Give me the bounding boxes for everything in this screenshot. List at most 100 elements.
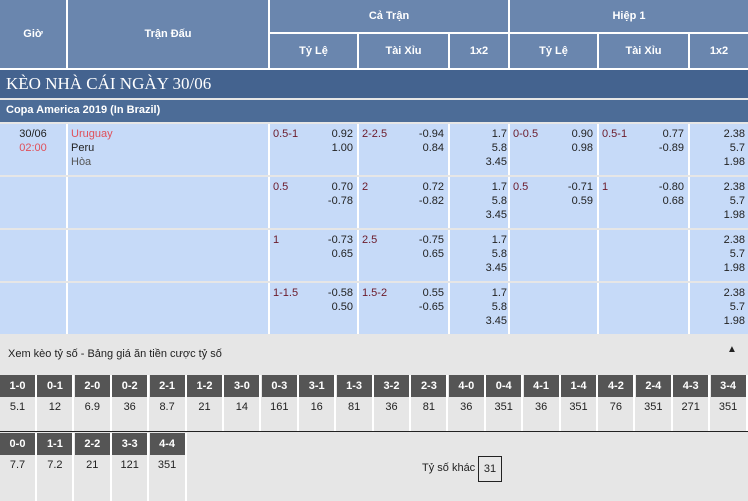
score-cell[interactable]: 0-2 36 <box>112 375 150 431</box>
odds-row: 0.5 0.70 -0.78 2 0.72 -0.82 0.5 -0.71 0.59 1 -0.80… <box>0 177 748 228</box>
1x2-value[interactable]: 2.38 <box>723 181 745 193</box>
score-cell[interactable]: 1-0 5.1 <box>0 375 37 431</box>
1x2-value[interactable]: 3.45 <box>485 262 507 274</box>
odds-value[interactable]: -0.75 <box>418 234 444 246</box>
line-value: 0.5-1 <box>273 128 299 140</box>
score-odds: 161 <box>270 401 289 413</box>
score-cell[interactable]: 1-4 351 <box>561 375 598 431</box>
score-cell[interactable]: 1-3 81 <box>336 375 374 431</box>
1x2-value[interactable]: 3.45 <box>485 315 507 327</box>
odds-value[interactable]: 1.00 <box>331 142 353 154</box>
score-cell[interactable]: 3-3 121 <box>112 433 150 501</box>
league-title[interactable]: Copa America 2019 (In Brazil) <box>0 100 748 122</box>
odds-value[interactable]: -0.71 <box>567 181 593 193</box>
score-label: 0-2 <box>112 375 148 397</box>
line-value: 0-0.5 <box>513 128 539 140</box>
1x2-value[interactable]: 5.7 <box>729 248 745 260</box>
home-team[interactable]: Uruguay <box>71 128 113 140</box>
score-cell[interactable]: 2-1 8.7 <box>149 375 187 431</box>
odds-value[interactable]: 0.84 <box>422 142 444 154</box>
odds-value[interactable]: 0.77 <box>662 128 684 140</box>
score-cell[interactable]: 0-1 12 <box>37 375 75 431</box>
score-cell[interactable]: 2-0 6.9 <box>74 375 112 431</box>
odds-value[interactable]: 0.65 <box>331 248 353 260</box>
odds-value[interactable]: 0.70 <box>331 181 353 193</box>
odds-value[interactable]: -0.80 <box>658 181 684 193</box>
score-cell[interactable]: 1-2 21 <box>187 375 224 431</box>
line-value: 1 <box>602 181 609 193</box>
1x2-value[interactable]: 1.7 <box>491 287 507 299</box>
score-cell[interactable]: 4-4 351 <box>149 433 187 501</box>
score-cell[interactable]: 0-0 7.7 <box>0 433 37 501</box>
1x2-value[interactable]: 5.8 <box>491 142 507 154</box>
odds-value[interactable]: -0.94 <box>418 128 444 140</box>
odds-cell <box>599 230 690 281</box>
line-value: 1 <box>273 234 280 246</box>
away-team[interactable]: Peru <box>71 142 95 154</box>
1x2-value[interactable]: 5.7 <box>729 195 745 207</box>
odds-value[interactable]: 0.55 <box>422 287 444 299</box>
collapse-arrow-icon[interactable]: ▲ <box>727 344 737 355</box>
odds-value[interactable]: 0.98 <box>571 142 593 154</box>
score-cell[interactable]: 4-2 76 <box>598 375 636 431</box>
score-section-title[interactable]: Xem kèo tỷ số - Bảng giá ăn tiền cược tỷ… <box>8 348 222 360</box>
1x2-value[interactable]: 1.98 <box>723 156 745 168</box>
odds-value[interactable]: 0.90 <box>571 128 593 140</box>
odds-cell <box>690 230 748 281</box>
score-cell[interactable]: 2-4 351 <box>635 375 673 431</box>
1x2-value[interactable]: 1.98 <box>723 315 745 327</box>
1x2-value[interactable]: 1.7 <box>491 234 507 246</box>
score-cell[interactable]: 0-4 351 <box>486 375 524 431</box>
odds-value[interactable]: 0.68 <box>662 195 684 207</box>
1x2-value[interactable]: 1.98 <box>723 262 745 274</box>
score-odds: 351 <box>644 401 663 413</box>
score-cell[interactable]: 2-3 81 <box>411 375 449 431</box>
odds-cell <box>359 283 450 334</box>
1x2-value[interactable]: 5.8 <box>491 248 507 260</box>
draw-label: Hòa <box>71 156 92 168</box>
1x2-value[interactable]: 3.45 <box>485 209 507 221</box>
odds-value[interactable]: -0.58 <box>327 287 353 299</box>
score-label: 2-3 <box>411 375 447 397</box>
1x2-value[interactable]: 2.38 <box>723 234 745 246</box>
odds-value[interactable]: 0.65 <box>422 248 444 260</box>
score-cell[interactable]: 3-2 36 <box>374 375 411 431</box>
score-odds: 7.7 <box>9 459 26 471</box>
1x2-value[interactable]: 1.98 <box>723 209 745 221</box>
odds-value[interactable]: 0.59 <box>571 195 593 207</box>
score-cell[interactable]: 2-2 21 <box>74 433 112 501</box>
col-hiep1: Hiệp 1 <box>510 0 748 34</box>
score-odds: 36 <box>460 401 473 413</box>
odds-value[interactable]: -0.73 <box>327 234 353 246</box>
score-odds: 351 <box>494 401 513 413</box>
1x2-value[interactable]: 1.7 <box>491 181 507 193</box>
score-cell[interactable]: 3-0 14 <box>224 375 262 431</box>
score-label: 4-1 <box>523 375 559 397</box>
1x2-value[interactable]: 5.7 <box>729 301 745 313</box>
score-cell[interactable]: 1-1 7.2 <box>37 433 75 501</box>
col-gio: Giờ <box>0 0 68 70</box>
odds-value[interactable]: 0.50 <box>331 301 353 313</box>
score-label: 3-1 <box>299 375 335 397</box>
odds-value[interactable]: -0.82 <box>418 195 444 207</box>
odds-value[interactable]: 0.72 <box>422 181 444 193</box>
1x2-value[interactable]: 2.38 <box>723 287 745 299</box>
odds-value[interactable]: -0.78 <box>327 195 353 207</box>
1x2-value[interactable]: 3.45 <box>485 156 507 168</box>
col-ft-ty-le: Tỷ Lệ <box>270 34 359 70</box>
score-cell[interactable]: 4-3 271 <box>673 375 711 431</box>
1x2-value[interactable]: 5.7 <box>729 142 745 154</box>
odds-value[interactable]: 0.92 <box>331 128 353 140</box>
score-cell[interactable]: 3-1 16 <box>299 375 337 431</box>
score-cell[interactable]: 3-4 351 <box>710 375 748 431</box>
1x2-value[interactable]: 5.8 <box>491 195 507 207</box>
1x2-value[interactable]: 2.38 <box>723 128 745 140</box>
score-cell[interactable]: 0-3 161 <box>261 375 299 431</box>
score-cell[interactable]: 4-0 36 <box>448 375 486 431</box>
1x2-value[interactable]: 1.7 <box>491 128 507 140</box>
odds-value[interactable]: -0.89 <box>658 142 684 154</box>
odds-cell <box>359 124 450 175</box>
odds-value[interactable]: -0.65 <box>418 301 444 313</box>
score-cell[interactable]: 4-1 36 <box>523 375 561 431</box>
1x2-value[interactable]: 5.8 <box>491 301 507 313</box>
